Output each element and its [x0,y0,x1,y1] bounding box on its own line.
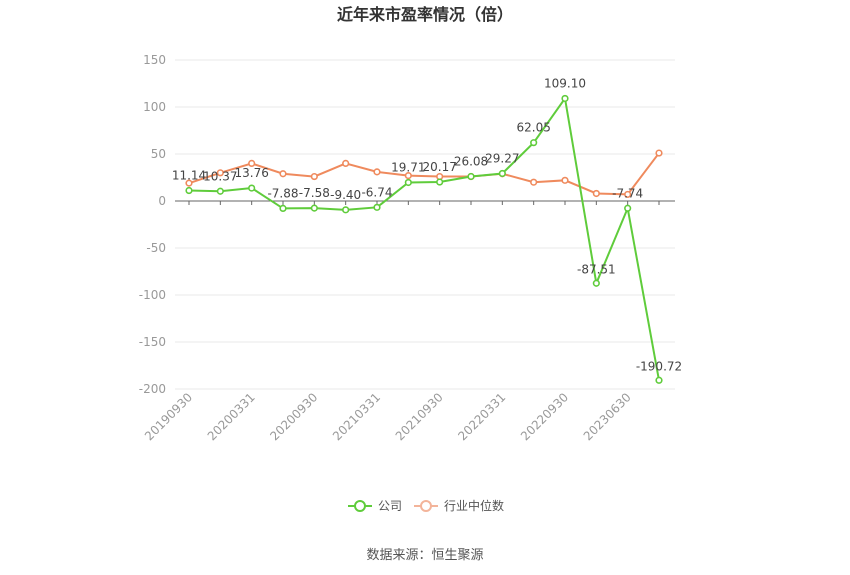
data-label: 19.71 [391,160,425,174]
legend: 公司 行业中位数 [348,498,504,513]
data-label: 10.37 [203,169,237,183]
y-tick-label: 150 [143,53,166,67]
data-point[interactable] [216,187,224,195]
data-point[interactable] [624,204,632,212]
data-point[interactable] [373,168,381,176]
data-label: -7.58 [299,186,330,200]
data-label: -6.74 [361,185,392,199]
data-point[interactable] [248,184,256,192]
x-tick-label: 20220331 [455,390,508,443]
data-label: 26.08 [454,154,488,168]
data-point[interactable] [655,376,663,384]
data-label: 109.10 [544,76,586,90]
data-point[interactable] [561,176,569,184]
data-point[interactable] [404,172,412,180]
data-point[interactable] [592,189,600,198]
x-axis: 20190930 20200331 20200930 20210331 20210930… [142,201,660,443]
data-source: 数据来源：恒生聚源 [366,548,483,563]
y-tick-label: -50 [146,241,166,255]
y-tick-label: -150 [139,335,166,349]
data-point[interactable] [342,206,350,214]
data-label: 29.27 [485,151,519,165]
data-point[interactable] [592,279,600,287]
x-tick-label: 20210331 [330,390,383,443]
x-tick-label: 20200930 [267,390,320,443]
x-tick-label: 20200331 [205,390,258,443]
data-point[interactable] [279,204,287,213]
legend-item-company[interactable]: 公司 [348,499,402,513]
x-tick-label: 20190930 [142,390,195,443]
x-tick-label: 20210930 [393,390,446,443]
data-point[interactable] [467,172,475,181]
data-label: -7.88 [267,186,298,200]
y-tick-label: 50 [151,147,166,161]
data-point[interactable] [561,94,569,103]
data-point[interactable] [530,178,538,186]
data-point[interactable] [624,190,632,199]
grid-lines [175,59,675,390]
y-axis: 150 100 50 0 -50 -100 -150 -200 [139,53,166,396]
data-label: 13.76 [234,166,268,180]
chart-title: 近年来市盈率情况（倍） [337,5,513,24]
data-point[interactable] [342,159,350,167]
data-label: 62.05 [516,121,550,135]
series-layer [185,94,663,384]
y-tick-label: 0 [158,194,166,208]
data-label: -87.51 [577,262,616,276]
legend-company-label: 公司 [378,499,402,513]
data-point[interactable] [185,186,193,195]
data-point[interactable] [310,204,318,212]
data-label: -9.40 [330,188,361,202]
data-label: -7.74 [612,186,643,200]
data-point[interactable] [279,170,287,178]
data-label: 11.14 [172,169,206,183]
x-tick-label: 20220930 [518,390,571,443]
data-label: 20.17 [422,160,456,174]
data-point[interactable] [216,169,224,177]
data-point[interactable] [373,203,381,211]
legend-company-marker [354,500,366,512]
y-tick-label: 100 [143,100,166,114]
legend-industry-label: 行业中位数 [444,498,504,513]
data-label: -190.72 [636,359,682,373]
data-point[interactable] [530,139,538,147]
series-line-0 [188,95,660,381]
y-tick-label: -200 [139,382,166,396]
data-point[interactable] [655,149,663,157]
data-point[interactable] [248,159,256,167]
legend-industry-marker [420,500,432,512]
data-point[interactable] [498,169,506,178]
data-point[interactable] [310,172,318,181]
data-point[interactable] [436,178,444,186]
legend-item-industry[interactable]: 行业中位数 [414,498,504,513]
data-point[interactable] [185,179,193,187]
y-tick-label: -100 [139,288,166,302]
data-point[interactable] [404,178,412,187]
x-tick-label: 20230630 [581,390,634,443]
